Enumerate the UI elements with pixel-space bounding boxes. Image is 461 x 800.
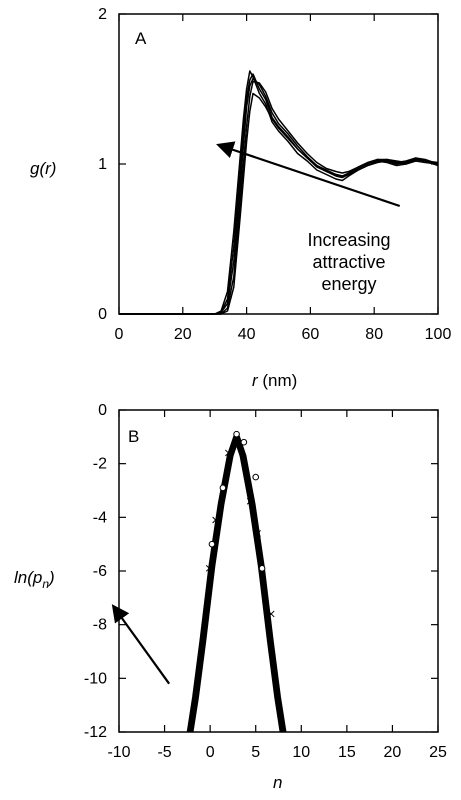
series-line-1 xyxy=(186,435,283,733)
annotation-line-2: attractive xyxy=(312,252,385,272)
x-tick-label: 80 xyxy=(365,326,383,343)
x-tick-label: 60 xyxy=(302,326,320,343)
x-tick-label: -10 xyxy=(107,744,130,761)
y-axis-label-b-tail: ) xyxy=(47,568,55,587)
x-tick-label: 20 xyxy=(174,326,192,343)
x-tick-label: 15 xyxy=(338,744,356,761)
y-tick-label: -10 xyxy=(84,670,107,687)
data-point xyxy=(212,516,219,524)
x-axis-label-b: n xyxy=(273,773,282,792)
arrow-b xyxy=(111,604,171,685)
data-point xyxy=(208,540,216,548)
x-tick-label: 100 xyxy=(425,326,452,343)
data-point xyxy=(225,449,232,457)
a-series-lines xyxy=(119,70,439,315)
y-tick-label: -12 xyxy=(84,724,107,741)
x-tick-label: -5 xyxy=(157,744,171,761)
y-tick-label: -8 xyxy=(93,617,107,634)
y-tick-label: 1 xyxy=(98,156,107,173)
series-line-5 xyxy=(119,92,439,315)
b-series-lines xyxy=(186,435,287,733)
series-line-3 xyxy=(119,77,439,315)
data-point xyxy=(240,438,248,446)
series-line-4 xyxy=(119,80,439,315)
x-tick-label: 20 xyxy=(384,744,402,761)
data-point xyxy=(258,565,266,572)
annotation-line-3: energy xyxy=(321,274,376,294)
y-axis-label-a: g(r) xyxy=(30,159,56,178)
data-point xyxy=(219,484,227,492)
x-tick-label: 0 xyxy=(115,326,124,343)
x-tick-label: 0 xyxy=(206,744,215,761)
y-axis-label-b-sub: n xyxy=(42,577,49,591)
series-line-1 xyxy=(119,70,439,315)
panel-label-a: A xyxy=(135,29,147,48)
b-ticks: -10 -5 0 5 10 15 20 250-2-4-6-8-10-12 xyxy=(84,402,447,761)
data-point xyxy=(254,530,261,537)
y-axis-label-b: ln(pn) xyxy=(14,568,55,591)
y-tick-label: 2 xyxy=(98,6,107,23)
data-point xyxy=(252,473,260,481)
y-tick-label: 0 xyxy=(98,402,107,419)
data-point xyxy=(233,430,240,438)
x-tick-label: 10 xyxy=(292,744,310,761)
series-line-2 xyxy=(119,73,439,315)
b-markers xyxy=(205,430,275,618)
annotation-line-1: Increasing xyxy=(307,230,390,250)
y-tick-label: 0 xyxy=(98,306,107,323)
x-tick-label: 25 xyxy=(429,744,447,761)
y-axis-label-b-main: ln(p xyxy=(14,568,42,587)
data-point xyxy=(205,564,213,572)
y-tick-label: -4 xyxy=(93,509,107,526)
arrow-a xyxy=(216,141,401,208)
series-line-3 xyxy=(190,435,287,733)
y-tick-label: -2 xyxy=(93,456,107,473)
a-ticks: 0 20 40 60 80 100 0 1 2 xyxy=(98,6,451,343)
x-axis-label-a: r (nm) xyxy=(252,371,297,390)
x-tick-label: 40 xyxy=(238,326,256,343)
data-point xyxy=(267,610,275,618)
data-point xyxy=(246,497,254,505)
panel-b: -10 -5 0 5 10 15 20 250-2-4-6-8-10-12 B ln(pn) … xyxy=(14,402,447,792)
y-tick-label: -6 xyxy=(93,563,107,580)
panel-label-b: B xyxy=(128,427,139,446)
x-axis-label-a-var: r xyxy=(252,371,259,390)
series-line-2 xyxy=(188,435,285,733)
panel-a: 0 20 40 60 80 100 0 1 2 A g(r) r (nm) Increasing… xyxy=(30,6,451,390)
x-tick-label: 5 xyxy=(251,744,260,761)
x-axis-label-a-unit: (nm) xyxy=(258,371,298,390)
